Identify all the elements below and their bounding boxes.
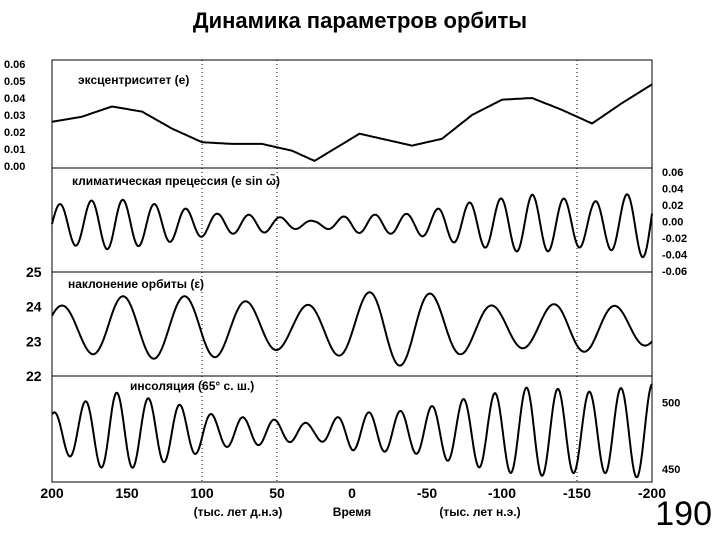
precession-ytick: 0.00 (662, 217, 683, 229)
obliquity-ytick: 23 (26, 333, 42, 349)
panel-frame-4 (51, 375, 653, 483)
eccentricity-ytick: 0.00 (4, 161, 25, 173)
precession-ytick: 0.06 (662, 167, 683, 179)
eccentricity-ytick: 0.01 (4, 144, 25, 156)
page-number: 190 (655, 495, 712, 533)
eccentricity-label: эксцентриситет (e) (78, 73, 189, 87)
obliquity-ytick: 25 (26, 264, 42, 280)
x-label-left: (тыс. лет д.н.э) (194, 505, 283, 519)
eccentricity-ytick: 0.04 (4, 93, 26, 105)
x-label-right: (тыс. лет н.э.) (439, 505, 520, 519)
x-tick-label: 200 (40, 485, 64, 501)
x-tick-label: -200 (638, 485, 666, 501)
eccentricity-ytick: 0.06 (4, 59, 25, 71)
eccentricity-ytick: 0.02 (4, 127, 25, 139)
precession-ytick: -0.06 (662, 266, 687, 278)
obliquity-ytick: 22 (26, 368, 42, 384)
obliquity-ytick: 24 (26, 299, 42, 315)
precession-line (51, 193, 653, 259)
eccentricity-line (51, 83, 653, 163)
eccentricity-ytick: 0.05 (4, 76, 25, 88)
obliquity-line (51, 291, 653, 367)
panel-labels: эксцентриситет (e) климатическая прецесси… (68, 73, 280, 393)
precession-ytick: -0.04 (662, 250, 688, 262)
x-tick-label: 50 (269, 485, 285, 501)
x-axis-labels: (тыс. лет д.н.э) Время (тыс. лет н.э.) (194, 505, 521, 519)
precession-label: климатическая прецессия (e sin ω̃) (72, 173, 280, 188)
x-tick-label: -100 (488, 485, 516, 501)
insolation-ytick: 450 (662, 464, 680, 476)
data-curves (51, 83, 653, 479)
precession-ytick: -0.02 (662, 233, 687, 245)
eccentricity-ytick: 0.03 (4, 110, 25, 122)
x-tick-label: 0 (348, 485, 356, 501)
chart-title: Динамика параметров орбиты (192, 8, 528, 33)
precession-ytick: 0.04 (662, 184, 684, 196)
x-tick-label: -50 (417, 485, 437, 501)
insolation-line (51, 383, 653, 479)
x-tick-labels: 200 150 100 50 0 -50 -100 -150 -200 (40, 485, 666, 501)
x-tick-label: 100 (190, 485, 214, 501)
y-tick-labels: 0.06 0.05 0.04 0.03 0.02 0.01 0.00 0.06 0.04 0.02… (4, 59, 688, 476)
panel-frames (51, 59, 653, 483)
x-tick-label: 150 (115, 485, 139, 501)
obliquity-label: наклонение орбиты (ε) (68, 277, 204, 291)
x-label-center: Время (333, 505, 371, 519)
insolation-label: инсоляция (65° с. ш.) (130, 379, 254, 393)
precession-ytick: 0.02 (662, 200, 683, 212)
x-tick-label: -150 (563, 485, 591, 501)
insolation-ytick: 500 (662, 398, 680, 410)
